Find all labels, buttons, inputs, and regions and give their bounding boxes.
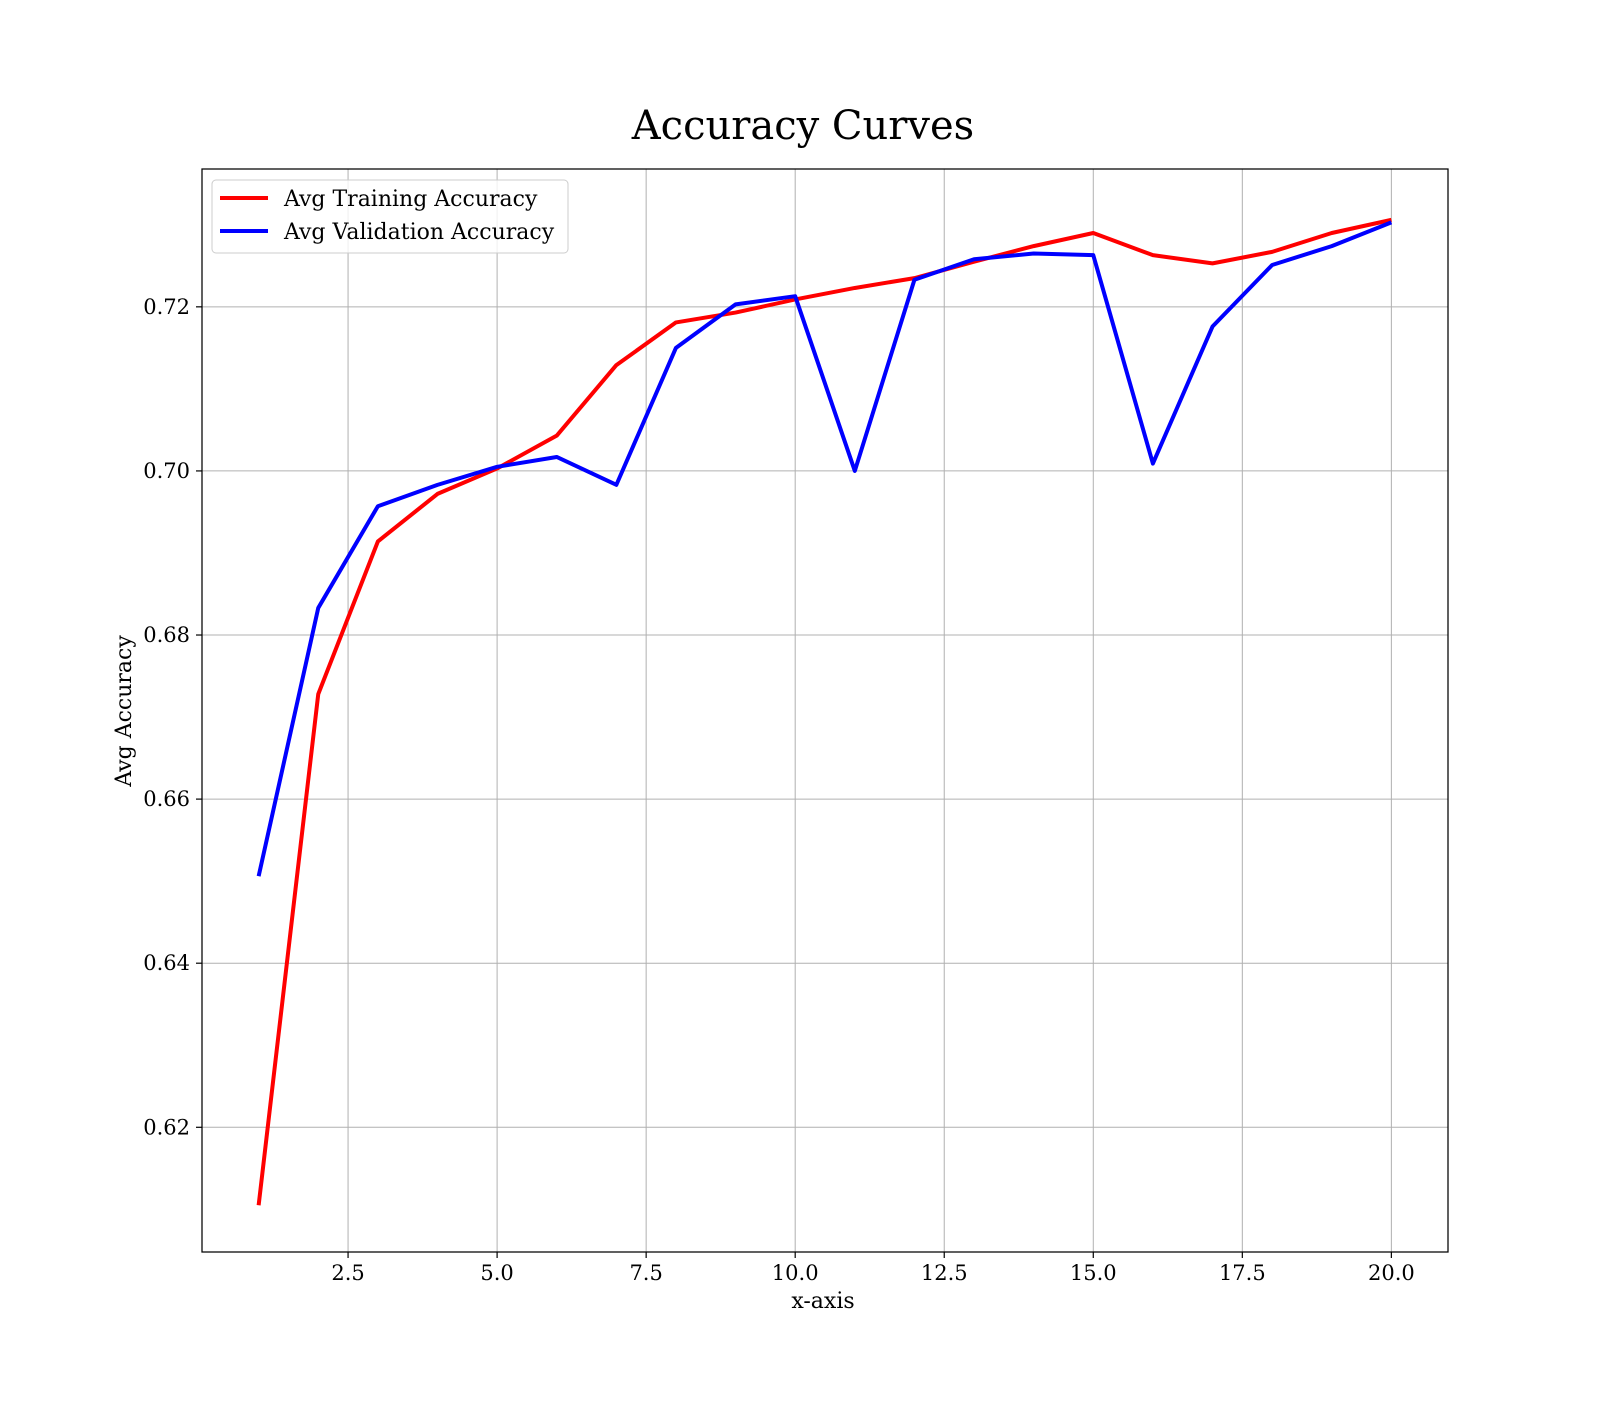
chart-title: Accuracy Curves	[631, 103, 974, 149]
y-tick-label: 0.66	[143, 787, 190, 811]
x-tick-label: 17.5	[1219, 1261, 1266, 1285]
x-tick-label: 15.0	[1070, 1261, 1117, 1285]
x-tick-label: 5.0	[480, 1261, 513, 1285]
x-tick-label: 2.5	[331, 1261, 364, 1285]
x-axis-label: x-axis	[791, 1289, 854, 1314]
legend-label-training: Avg Training Accuracy	[283, 187, 538, 212]
legend: Avg Training Accuracy Avg Validation Acc…	[212, 180, 568, 253]
y-axis-label: Avg Accuracy	[112, 635, 137, 788]
x-tick-label: 7.5	[629, 1261, 662, 1285]
x-tick-label: 10.0	[772, 1261, 819, 1285]
legend-label-validation: Avg Validation Accuracy	[283, 220, 555, 245]
y-tick-label: 0.62	[143, 1115, 190, 1139]
y-tick-label: 0.68	[143, 623, 190, 647]
y-tick-label: 0.64	[143, 951, 190, 975]
y-tick-label: 0.70	[143, 459, 190, 483]
x-tick-label: 20.0	[1368, 1261, 1415, 1285]
y-tick-label: 0.72	[143, 295, 190, 319]
x-tick-label: 12.5	[921, 1261, 968, 1285]
